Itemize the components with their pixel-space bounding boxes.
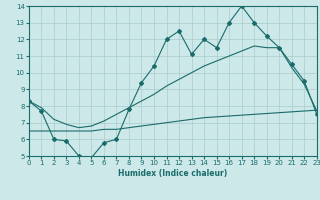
X-axis label: Humidex (Indice chaleur): Humidex (Indice chaleur)	[118, 169, 228, 178]
